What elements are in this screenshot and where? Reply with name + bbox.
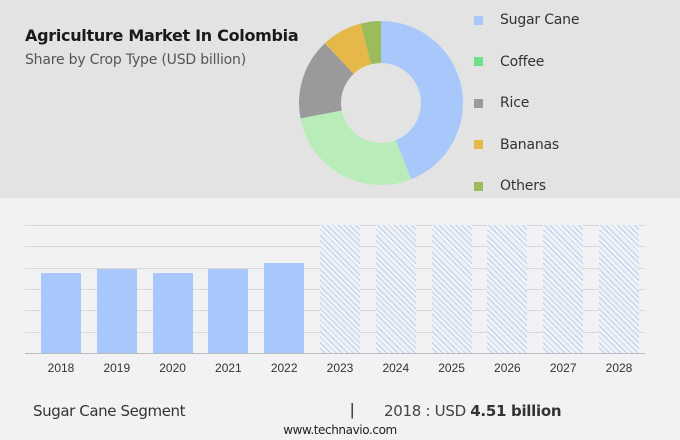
- bar-2021: [208, 268, 249, 353]
- chart-title: Agriculture Market In Colombia: [25, 26, 299, 45]
- bar-2025: [431, 225, 472, 353]
- legend-item-bananas: Bananas: [474, 135, 674, 155]
- legend-swatch: [474, 181, 483, 191]
- legend-label: Sugar Cane: [500, 12, 580, 28]
- value-bold: 4.51 billion: [470, 402, 562, 420]
- x-tick-label: 2026: [494, 361, 521, 375]
- source-link[interactable]: www.technavio.com: [283, 423, 397, 437]
- legend-item-coffee: Coffee: [474, 52, 674, 72]
- bar-2018: [41, 272, 81, 353]
- legend-label: Rice: [500, 95, 530, 111]
- legend-item-others: Others: [474, 176, 674, 196]
- donut-slice-bananas: [324, 23, 372, 74]
- legend-swatch: [474, 15, 483, 25]
- donut-chart: [299, 21, 463, 185]
- segment-value: 2018 : USD 4.51 billion: [384, 402, 562, 420]
- bar-2026: [487, 225, 528, 353]
- bar-2020: [152, 272, 193, 353]
- legend-label: Others: [500, 178, 546, 194]
- legend-swatch: [474, 57, 483, 66]
- header-panel: Agriculture Market In Colombia Share by …: [0, 0, 680, 198]
- bar-chart: 2018 2019 2020 2021 2022 2023 2024 2025 2026 2027…: [0, 198, 680, 388]
- segment-label: Sugar Cane Segment: [33, 402, 186, 420]
- donut-slice-rice: [299, 43, 354, 119]
- x-tick-label: 2020: [159, 361, 186, 375]
- donut-slice-others: [360, 21, 381, 65]
- legend-swatch: [474, 98, 483, 108]
- legend-label: Bananas: [500, 136, 559, 153]
- legend-item-sugar-cane: Sugar Cane: [474, 10, 674, 30]
- donut-slice-sugar-cane: [381, 21, 463, 180]
- donut-slice-coffee: [300, 110, 412, 185]
- bar-2022: [264, 263, 305, 353]
- chart-subtitle: Share by Crop Type (USD billion): [25, 52, 246, 68]
- year-prefix: 2018 : USD: [384, 402, 471, 420]
- bar-2024: [375, 225, 416, 353]
- legend-label: Coffee: [500, 53, 545, 70]
- x-tick-label: 2019: [103, 361, 131, 375]
- x-tick-label: 2024: [382, 361, 410, 375]
- legend-item-rice: Rice: [474, 93, 674, 113]
- x-tick-label: 2021: [215, 361, 242, 375]
- x-tick-label: 2022: [270, 361, 298, 375]
- x-tick-label: 2025: [438, 361, 465, 375]
- bar-2027: [543, 225, 584, 353]
- x-axis-line: [25, 353, 645, 354]
- legend-swatch: [474, 140, 483, 149]
- x-tick-label: 2028: [605, 361, 633, 375]
- bar-2028: [599, 225, 639, 353]
- bar-2023: [320, 225, 360, 353]
- x-tick-label: 2018: [47, 361, 75, 375]
- x-tick-label: 2027: [549, 361, 577, 375]
- x-tick-label: 2023: [326, 361, 354, 375]
- footer-separator: |: [350, 400, 355, 419]
- bar-2019: [96, 268, 137, 353]
